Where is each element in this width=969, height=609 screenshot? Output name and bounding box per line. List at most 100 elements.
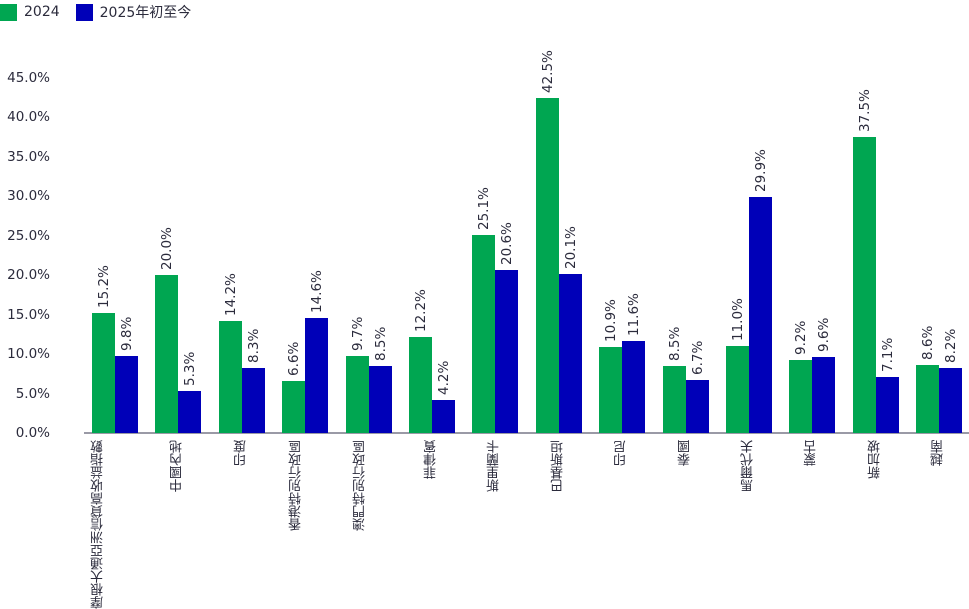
data-label: 11.6% [626, 293, 643, 337]
bar-2025-ytd [432, 399, 455, 433]
y-tick-label: 35.0% [7, 148, 50, 165]
x-category-label-line: 摩根大通亞洲 [91, 531, 106, 609]
bar-2025-ytd [558, 274, 582, 433]
x-category-label-line: 信貸高收益 [91, 466, 106, 531]
x-category-label-line: 泰國 [677, 440, 693, 466]
x-category-label: 澳門 特別行政區 [353, 440, 368, 531]
x-category-label-line: 澳門 [352, 505, 368, 531]
x-category-label-line: 菲律賓 [424, 440, 439, 479]
bar-2024 [599, 347, 623, 433]
bar-2025-ytd [305, 317, 329, 433]
x-category-label: 香港 特別行政區 [289, 440, 304, 531]
data-label: 20.1% [562, 226, 579, 270]
y-tick-label: 15.0% [7, 306, 50, 323]
data-label: 42.5% [539, 49, 556, 93]
x-category-label: 蒙古 [804, 440, 819, 466]
data-label: 8.2% [943, 328, 960, 364]
bar-2024 [662, 365, 686, 433]
x-category-label-line: 印度 [233, 440, 249, 466]
bar-2025-ytd [115, 355, 138, 433]
bar-2024 [92, 313, 115, 433]
x-category-label-line: 馬爾代夫 [741, 440, 756, 492]
x-category-label: 泰國 [678, 440, 693, 466]
data-label: 15.2% [96, 265, 112, 309]
data-label: 25.1% [476, 187, 493, 230]
legend-swatch-2024 [0, 3, 17, 21]
data-label: 29.9% [753, 149, 769, 193]
x-category-label: 印度 [234, 440, 249, 466]
bar-2025-ytd [368, 365, 392, 433]
bar-2025-ytd [495, 270, 519, 433]
data-label: 9.6% [816, 317, 833, 353]
bar-2025-ytd [875, 376, 899, 433]
legend-label-2024: 2024 [24, 4, 60, 20]
x-category-label: 巴基斯坦 [551, 440, 566, 492]
data-label: 8.5% [666, 326, 683, 361]
bar-2025-ytd [241, 367, 265, 433]
x-category-label-line: 中國內地 [170, 440, 186, 492]
data-label: 6.6% [286, 341, 303, 376]
y-tick-label: 0.0% [15, 425, 50, 441]
data-label: 20.0% [159, 227, 176, 271]
x-category-label: 斯里蘭卡 [487, 440, 502, 492]
legend-item-2025-ytd: 2025年初至今 [75, 2, 192, 22]
x-category-label-line: 香港 [289, 505, 305, 531]
bar-2025-ytd [812, 357, 836, 433]
x-category-label: 中國內地 [170, 440, 185, 492]
y-tick-label: 40.0% [7, 109, 50, 126]
y-tick-label: 30.0% [7, 188, 50, 205]
data-label: 6.7% [689, 340, 706, 376]
legend-label-2025-ytd: 2025年初至今 [99, 5, 192, 21]
y-tick-label: 20.0% [7, 267, 50, 284]
x-category-label: 印尼 [614, 440, 629, 466]
bar-2024 [535, 97, 559, 433]
bar-chart: 0.0% 5.0% 10.0% 15.0% 20.0% 25.0% 30.0% 35.0% 40… [7, 49, 969, 609]
chart-legend: 2024 2025年初至今 [0, 0, 207, 24]
x-category-label-line: 斯里蘭卡 [487, 440, 503, 492]
bar-2025-ytd [622, 341, 646, 433]
data-label: 11.0% [730, 298, 746, 342]
bar-2024 [916, 365, 940, 433]
x-category-label-line: 新加坡 [867, 440, 883, 479]
x-category-label: 菲律賓 [424, 440, 439, 479]
bar-2025-ytd [749, 197, 772, 433]
data-label: 14.2% [222, 273, 239, 316]
x-axis-line [84, 432, 969, 434]
data-label: 4.2% [436, 360, 452, 395]
bar-2024 [218, 320, 242, 433]
bar-2024 [282, 380, 306, 433]
bar-2025-ytd [939, 368, 963, 433]
data-label: 8.6% [920, 325, 937, 361]
x-category-label-line: 巴基斯坦 [550, 440, 566, 492]
bar-2025-ytd [178, 391, 202, 433]
bar-2025-ytd [685, 380, 709, 433]
data-label: 5.3% [182, 351, 199, 387]
x-category-label-line: 印尼 [614, 440, 630, 466]
bar-2024 [472, 234, 496, 433]
legend-swatch-2025-ytd [75, 3, 93, 21]
x-category-label-line: 越南 [931, 440, 947, 466]
x-category-label: 新加坡 [868, 440, 883, 479]
x-category-label-line: 指數 [91, 440, 106, 466]
x-category-label-line: 特別行政區 [289, 440, 305, 505]
y-tick-label: 10.0% [7, 346, 50, 363]
bar-2024 [155, 275, 179, 433]
bar-2024 [345, 356, 369, 433]
y-tick-label: 45.0% [7, 70, 50, 86]
bar-2024 [789, 360, 813, 433]
data-label: 9.7% [349, 317, 366, 352]
x-category-label-line: 特別行政區 [352, 440, 368, 505]
y-tick-label: 5.0% [15, 385, 50, 402]
data-label: 37.5% [856, 89, 873, 133]
x-category-label: 越南 [931, 440, 946, 466]
data-label: 9.8% [119, 316, 135, 351]
data-label: 14.6% [309, 269, 326, 313]
data-label: 8.5% [372, 326, 389, 361]
y-tick-label: 25.0% [7, 227, 50, 244]
data-label: 9.2% [793, 321, 810, 356]
bar-2024 [726, 346, 749, 433]
legend-item-2024: 2024 [0, 3, 60, 21]
x-category-label: 馬爾代夫 [741, 440, 756, 492]
x-category-label-line: 蒙古 [804, 440, 820, 466]
data-label: 20.6% [499, 222, 516, 266]
